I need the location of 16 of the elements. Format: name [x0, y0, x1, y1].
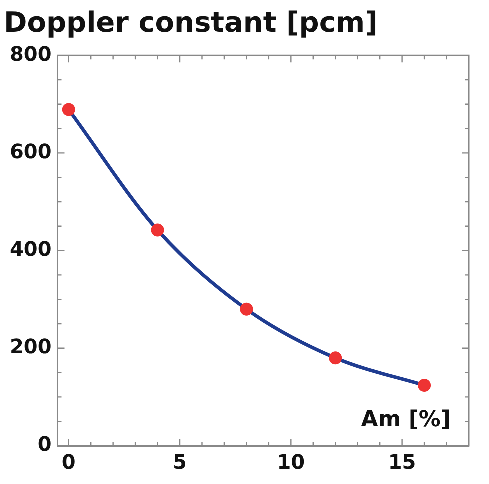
- y-tick-label: 200: [10, 334, 52, 359]
- x-tick-label: 15: [388, 450, 416, 474]
- x-axis-title: Am [%]: [361, 408, 451, 433]
- y-tick-label: 0: [38, 432, 52, 456]
- chart-title: Doppler constant [pcm]: [4, 6, 378, 40]
- y-tick-label: 600: [10, 139, 52, 164]
- y-tick-label: 400: [10, 237, 52, 262]
- point: [151, 224, 164, 237]
- y-tick-label: 800: [10, 42, 52, 66]
- point: [240, 302, 254, 316]
- x-tick-label: 5: [173, 450, 187, 474]
- point: [62, 103, 76, 116]
- point: [418, 378, 432, 392]
- x-tick-label: 0: [62, 450, 76, 474]
- x-tick-label: 10: [277, 450, 306, 474]
- point: [329, 352, 342, 365]
